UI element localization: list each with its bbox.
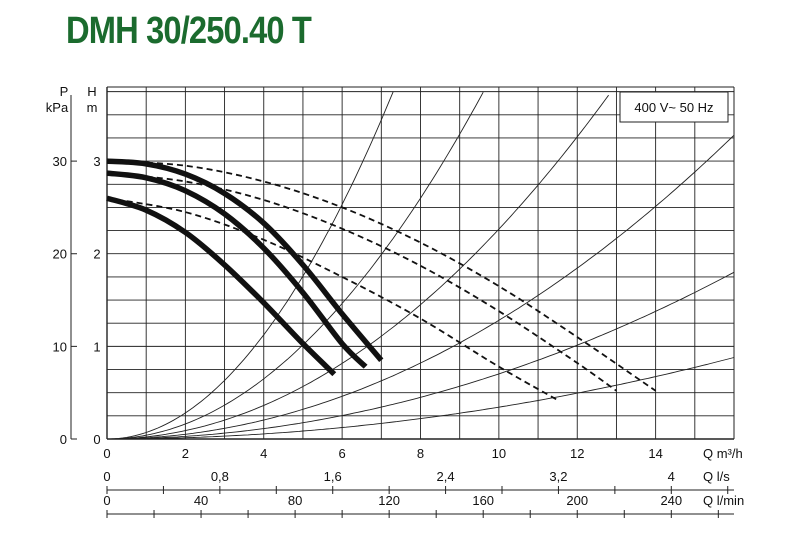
secondary-tick-label: 4 bbox=[668, 469, 675, 484]
h-tick-label: 2 bbox=[93, 247, 100, 262]
secondary-tick-label: 40 bbox=[194, 493, 208, 508]
h-tick-label: 1 bbox=[93, 339, 100, 354]
h-tick-label: 0 bbox=[93, 432, 100, 447]
pump-curve-dashed-6 bbox=[106, 197, 559, 401]
x-tick-label: 2 bbox=[182, 446, 189, 461]
secondary-tick-label: 0 bbox=[103, 493, 110, 508]
secondary-tick-label: 120 bbox=[378, 493, 400, 508]
x-tick-label: 12 bbox=[570, 446, 584, 461]
pump-curves bbox=[106, 158, 657, 401]
x-tick-label: 4 bbox=[260, 446, 267, 461]
secondary-tick-label: 2,4 bbox=[437, 469, 455, 484]
h-axis-unit: m bbox=[87, 100, 98, 115]
p-axis-label: P bbox=[60, 84, 69, 99]
p-tick-label: 30 bbox=[53, 154, 67, 169]
voltage-annotation: 400 V~ 50 Hz bbox=[634, 100, 713, 115]
secondary-tick-label: 3,2 bbox=[549, 469, 567, 484]
secondary-tick-label: 240 bbox=[660, 493, 682, 508]
pump-curve-dashed-4 bbox=[106, 160, 657, 392]
secondary-axis-label: Q l/s bbox=[703, 469, 730, 484]
grid bbox=[70, 86, 735, 518]
pump-curve-dashed-5 bbox=[106, 172, 617, 392]
x-tick-label: 14 bbox=[648, 446, 662, 461]
x-tick-label: 6 bbox=[339, 446, 346, 461]
h-axis-label: H bbox=[87, 84, 96, 99]
x-tick-label: 0 bbox=[103, 446, 110, 461]
system-curve bbox=[107, 357, 735, 440]
secondary-axis-label: Q l/min bbox=[703, 493, 744, 508]
p-tick-label: 20 bbox=[53, 247, 67, 262]
h-tick-label: 3 bbox=[93, 154, 100, 169]
voltage-annotation-box bbox=[619, 91, 729, 123]
system-curve bbox=[107, 91, 484, 440]
chart-title: DMH 30/250.40 T bbox=[66, 10, 312, 52]
system-curves bbox=[106, 91, 735, 440]
secondary-tick-label: 1,6 bbox=[324, 469, 342, 484]
x-axis-label: Q m³/h bbox=[703, 446, 743, 461]
p-axis-unit: kPa bbox=[46, 100, 69, 115]
pump-curve-solid-1 bbox=[106, 158, 384, 363]
secondary-tick-label: 0,8 bbox=[211, 469, 229, 484]
system-curve bbox=[107, 271, 735, 440]
secondary-tick-label: 80 bbox=[288, 493, 302, 508]
system-curve bbox=[107, 134, 735, 440]
secondary-tick-label: 160 bbox=[472, 493, 494, 508]
p-tick-label: 0 bbox=[60, 432, 67, 447]
p-tick-label: 10 bbox=[53, 339, 67, 354]
x-tick-label: 10 bbox=[492, 446, 506, 461]
x-tick-label: 8 bbox=[417, 446, 424, 461]
system-curve bbox=[106, 91, 394, 440]
secondary-tick-label: 0 bbox=[103, 469, 110, 484]
system-curve bbox=[107, 94, 609, 440]
pump-curve-solid-3 bbox=[106, 195, 337, 377]
secondary-tick-label: 200 bbox=[566, 493, 588, 508]
